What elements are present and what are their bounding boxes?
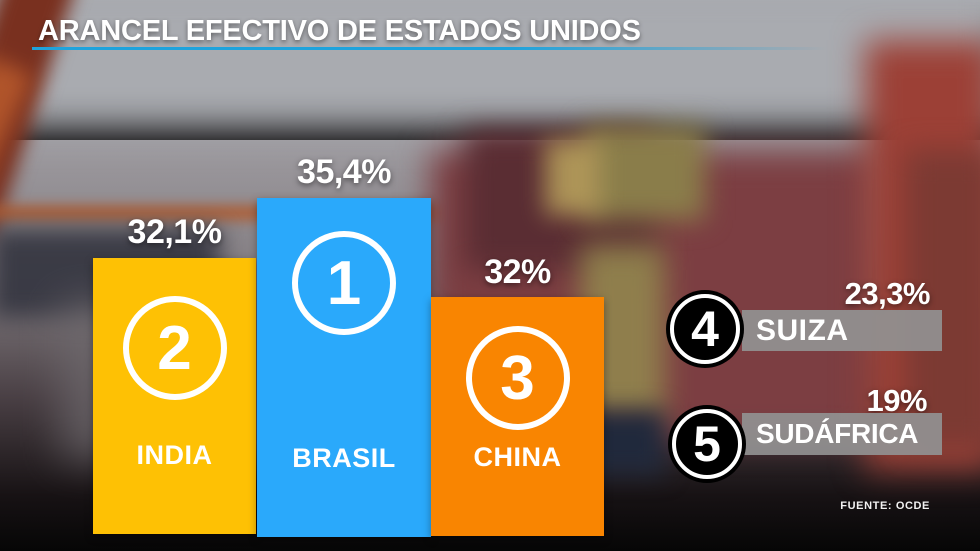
source-credit: FUENTE: OCDE <box>840 500 930 512</box>
country-label-china: CHINA <box>473 442 562 472</box>
rank-4-badge: 4 <box>666 290 744 368</box>
rank-1-number: 1 <box>326 248 362 318</box>
container-stack-shape <box>905 150 980 450</box>
page-title: ARANCEL EFECTIVO DE ESTADOS UNIDOS <box>38 15 641 47</box>
value-label-china: 32% <box>484 253 551 291</box>
rank-2-badge: 2 <box>122 296 227 400</box>
value-label-india: 32,1% <box>127 213 222 251</box>
rank-1-badge: 1 <box>292 231 396 335</box>
container-stack-shape <box>545 140 600 215</box>
title-underline <box>32 47 827 50</box>
bar-china: 3 CHINA <box>431 297 604 536</box>
country-label-india: INDIA <box>136 440 213 470</box>
rank-5-number: 5 <box>693 416 721 472</box>
country-label-sudafrica: SUDÁFRICA <box>742 413 942 455</box>
rank-3-badge: 3 <box>465 326 570 430</box>
sky-backdrop <box>0 0 980 130</box>
bar-brasil: 1 BRASIL <box>257 198 431 537</box>
rank-3-number: 3 <box>500 343 535 413</box>
rank-2-number: 2 <box>157 313 192 383</box>
value-label-sudafrica: 19% <box>866 383 927 418</box>
country-label-brasil: BRASIL <box>292 443 396 473</box>
value-label-suiza: 23,3% <box>844 276 931 311</box>
rank-4-number: 4 <box>691 301 719 357</box>
container-stack-shape <box>585 125 705 220</box>
bar-india: 2 INDIA <box>93 258 256 534</box>
country-label-suiza: SUIZA <box>742 310 942 351</box>
rank-5-badge: 5 <box>668 405 746 483</box>
value-label-brasil: 35,4% <box>297 153 391 191</box>
